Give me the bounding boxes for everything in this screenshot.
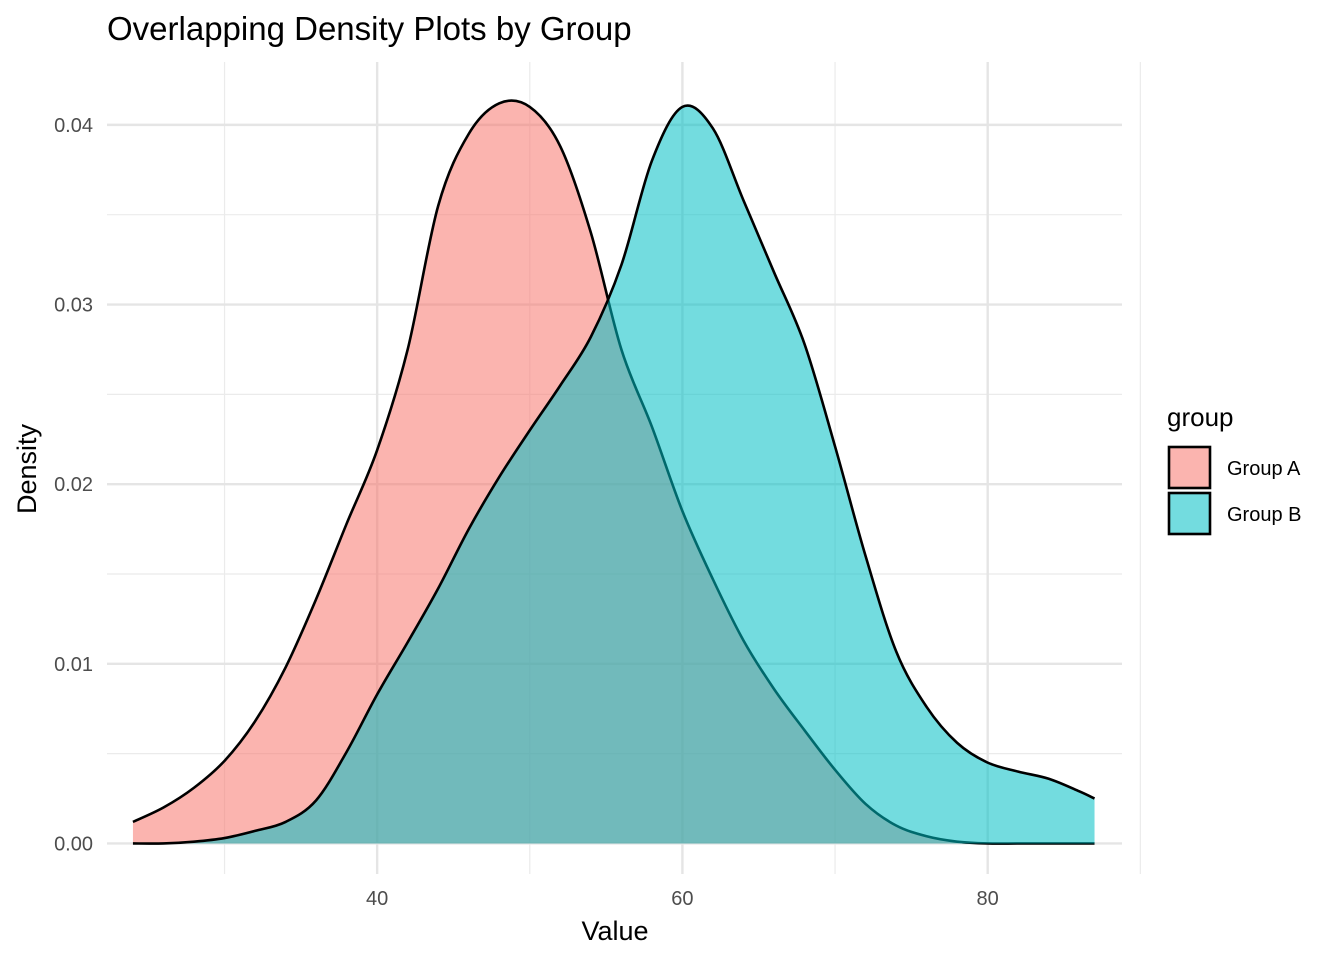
legend-items: Group A Group B xyxy=(1167,445,1301,536)
y-tick-label: 0.03 xyxy=(54,295,93,317)
legend-label-group-b: Group B xyxy=(1227,504,1301,526)
x-tick-labels: 40 60 80 xyxy=(366,888,999,910)
y-axis-title: Density xyxy=(12,423,42,514)
legend-swatch-group-a xyxy=(1167,445,1212,490)
y-tick-label: 0.04 xyxy=(54,115,93,137)
y-tick-label: 0.00 xyxy=(54,833,93,855)
legend-swatch-group-b xyxy=(1167,491,1212,536)
y-tick-label: 0.01 xyxy=(54,654,93,676)
group-b-density-line xyxy=(132,104,1096,845)
chart-title: Overlapping Density Plots by Group xyxy=(107,10,632,47)
x-tick-label: 60 xyxy=(671,888,693,910)
y-tick-labels: 0.00 0.01 0.02 0.03 0.04 xyxy=(54,115,93,856)
legend-label-group-a: Group A xyxy=(1227,458,1301,480)
group-b-density-area xyxy=(132,105,1095,844)
y-tick-label: 0.02 xyxy=(54,474,93,496)
x-tick-label: 80 xyxy=(977,888,999,910)
x-axis-title: Value xyxy=(581,916,648,946)
legend-title: group xyxy=(1167,402,1234,432)
legend: group Group A Group B xyxy=(1167,402,1301,536)
x-tick-label: 40 xyxy=(366,888,388,910)
density-areas xyxy=(132,99,1096,845)
